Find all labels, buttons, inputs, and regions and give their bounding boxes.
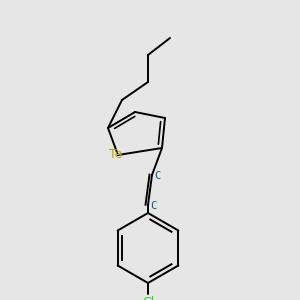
Text: C: C bbox=[150, 201, 156, 211]
Text: C: C bbox=[154, 171, 160, 181]
Text: Cl: Cl bbox=[142, 296, 154, 300]
Text: Te: Te bbox=[109, 148, 123, 161]
